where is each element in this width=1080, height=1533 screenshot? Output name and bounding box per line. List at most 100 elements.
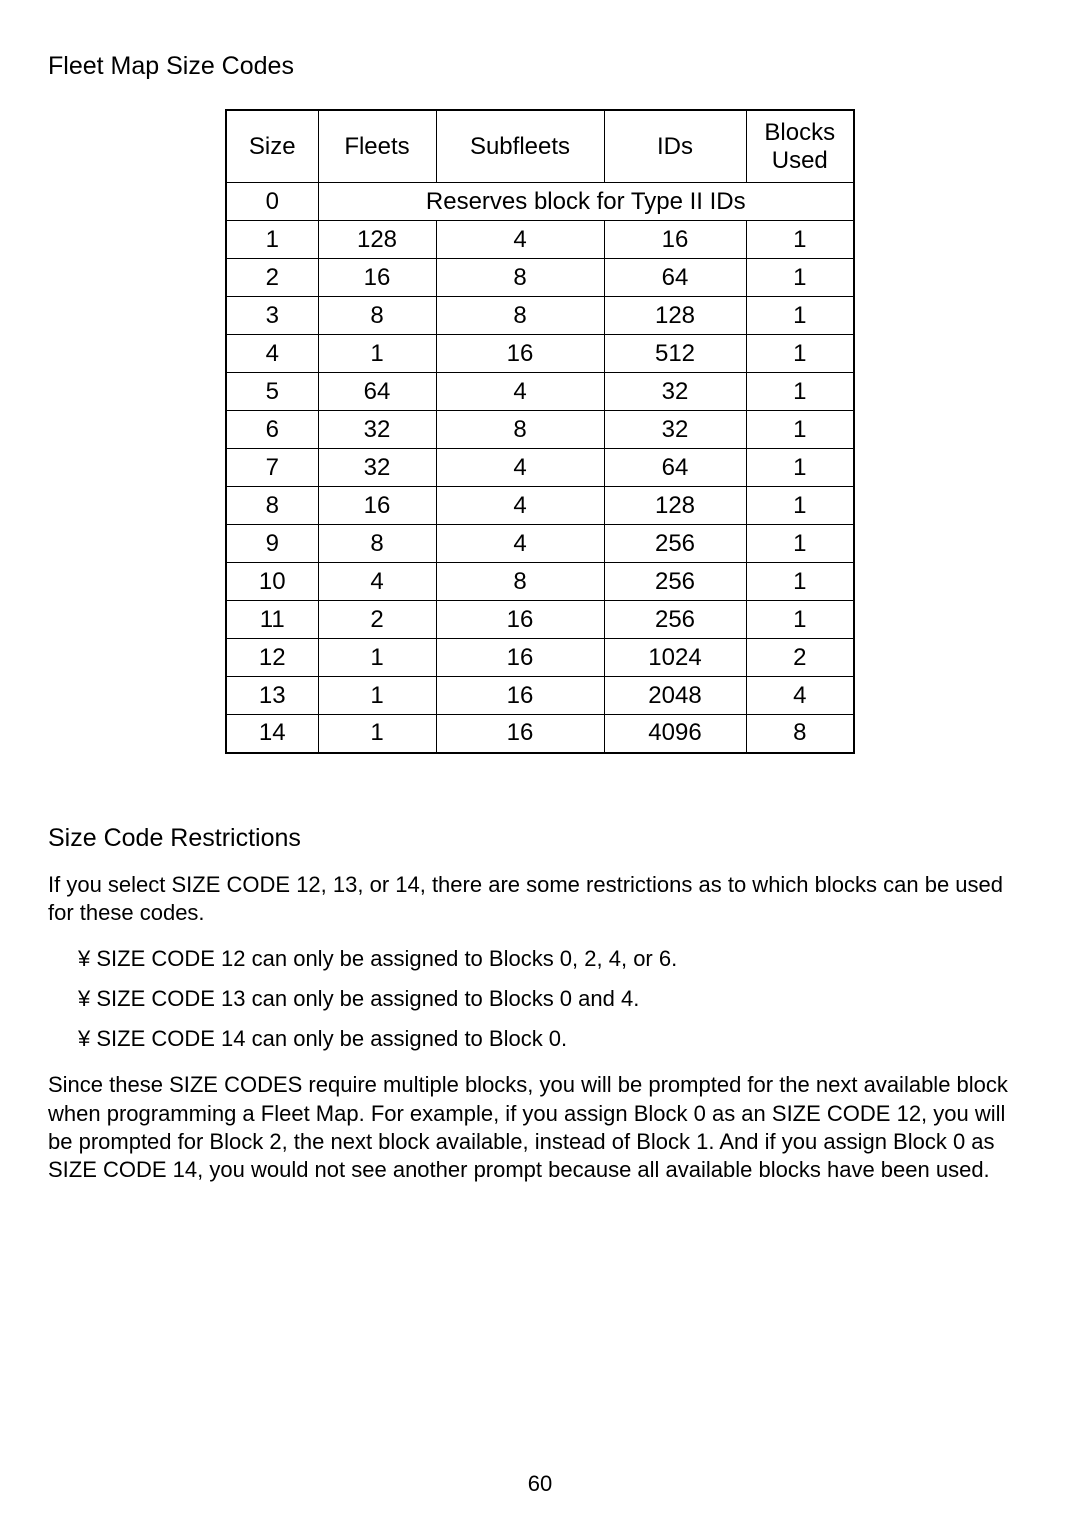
cell: 16 <box>436 677 604 715</box>
page-number: 60 <box>0 1471 1080 1497</box>
table-row: 5 64 4 32 1 <box>226 373 854 411</box>
cell: 1 <box>746 297 854 335</box>
cell: 128 <box>604 297 746 335</box>
cell: 1 <box>318 335 436 373</box>
cell: 1 <box>318 639 436 677</box>
cell: 128 <box>604 487 746 525</box>
cell: 1 <box>746 335 854 373</box>
cell: 8 <box>436 297 604 335</box>
restrictions-detail-paragraph: Since these SIZE CODES require multiple … <box>48 1071 1032 1184</box>
fleet-map-table: Size Fleets Subfleets IDs Blocks Used 0 … <box>225 109 855 754</box>
cell: 4 <box>226 335 318 373</box>
col-header-subfleets: Subfleets <box>436 110 604 183</box>
cell: 256 <box>604 563 746 601</box>
cell: 1 <box>226 221 318 259</box>
cell: 4 <box>436 221 604 259</box>
list-item: SIZE CODE 13 can only be assigned to Blo… <box>78 985 1032 1013</box>
cell: 16 <box>604 221 746 259</box>
cell: 512 <box>604 335 746 373</box>
table-row: 14 1 16 4096 8 <box>226 715 854 753</box>
table-row: 13 1 16 2048 4 <box>226 677 854 715</box>
cell: 2 <box>226 259 318 297</box>
cell: 16 <box>436 335 604 373</box>
cell: 4 <box>318 563 436 601</box>
cell: 256 <box>604 525 746 563</box>
cell: 16 <box>436 601 604 639</box>
cell: 7 <box>226 449 318 487</box>
cell: 16 <box>436 715 604 753</box>
col-header-fleets: Fleets <box>318 110 436 183</box>
cell: 1 <box>746 525 854 563</box>
cell: 128 <box>318 221 436 259</box>
cell: 1024 <box>604 639 746 677</box>
restrictions-intro-paragraph: If you select SIZE CODE 12, 13, or 14, t… <box>48 871 1032 927</box>
cell: 14 <box>226 715 318 753</box>
cell: 9 <box>226 525 318 563</box>
col-header-size: Size <box>226 110 318 183</box>
cell: 2 <box>746 639 854 677</box>
list-item: SIZE CODE 12 can only be assigned to Blo… <box>78 945 1032 973</box>
cell: 4096 <box>604 715 746 753</box>
cell: 8 <box>436 259 604 297</box>
cell: 4 <box>746 677 854 715</box>
cell: 8 <box>746 715 854 753</box>
cell: 10 <box>226 563 318 601</box>
cell: 16 <box>318 259 436 297</box>
cell: 1 <box>318 715 436 753</box>
table-row: 6 32 8 32 1 <box>226 411 854 449</box>
col-header-ids: IDs <box>604 110 746 183</box>
table-row: 11 2 16 256 1 <box>226 601 854 639</box>
cell: 1 <box>318 677 436 715</box>
cell: 8 <box>436 563 604 601</box>
table-row: 9 8 4 256 1 <box>226 525 854 563</box>
cell: 16 <box>436 639 604 677</box>
cell: 11 <box>226 601 318 639</box>
cell: 64 <box>604 259 746 297</box>
table-row: 8 16 4 128 1 <box>226 487 854 525</box>
cell: 32 <box>318 449 436 487</box>
cell-size: 0 <box>226 183 318 221</box>
heading-fleet-map-size-codes: Fleet Map Size Codes <box>48 52 1032 81</box>
cell-reserves-note: Reserves block for Type II IDs <box>318 183 854 221</box>
table-row: 0 Reserves block for Type II IDs <box>226 183 854 221</box>
cell: 32 <box>318 411 436 449</box>
cell: 1 <box>746 411 854 449</box>
cell: 256 <box>604 601 746 639</box>
cell: 1 <box>746 563 854 601</box>
cell: 13 <box>226 677 318 715</box>
table-row: 4 1 16 512 1 <box>226 335 854 373</box>
cell: 1 <box>746 487 854 525</box>
cell: 4 <box>436 525 604 563</box>
cell: 32 <box>604 373 746 411</box>
heading-size-code-restrictions: Size Code Restrictions <box>48 824 1032 853</box>
cell: 64 <box>318 373 436 411</box>
table-row: 12 1 16 1024 2 <box>226 639 854 677</box>
cell: 32 <box>604 411 746 449</box>
cell: 16 <box>318 487 436 525</box>
cell: 8 <box>318 525 436 563</box>
cell: 8 <box>436 411 604 449</box>
cell: 1 <box>746 221 854 259</box>
cell: 8 <box>226 487 318 525</box>
table-row: 10 4 8 256 1 <box>226 563 854 601</box>
table-row: 7 32 4 64 1 <box>226 449 854 487</box>
cell: 2048 <box>604 677 746 715</box>
fleet-map-table-wrap: Size Fleets Subfleets IDs Blocks Used 0 … <box>48 109 1032 754</box>
table-row: 2 16 8 64 1 <box>226 259 854 297</box>
list-item: SIZE CODE 14 can only be assigned to Blo… <box>78 1025 1032 1053</box>
cell: 3 <box>226 297 318 335</box>
cell: 4 <box>436 487 604 525</box>
cell: 1 <box>746 259 854 297</box>
restrictions-bullet-list: SIZE CODE 12 can only be assigned to Blo… <box>48 945 1032 1053</box>
table-row: 3 8 8 128 1 <box>226 297 854 335</box>
cell: 5 <box>226 373 318 411</box>
cell: 12 <box>226 639 318 677</box>
cell: 8 <box>318 297 436 335</box>
col-header-blocks-used: Blocks Used <box>746 110 854 183</box>
table-header-row: Size Fleets Subfleets IDs Blocks Used <box>226 110 854 183</box>
cell: 1 <box>746 601 854 639</box>
cell: 4 <box>436 449 604 487</box>
cell: 2 <box>318 601 436 639</box>
cell: 6 <box>226 411 318 449</box>
cell: 1 <box>746 449 854 487</box>
